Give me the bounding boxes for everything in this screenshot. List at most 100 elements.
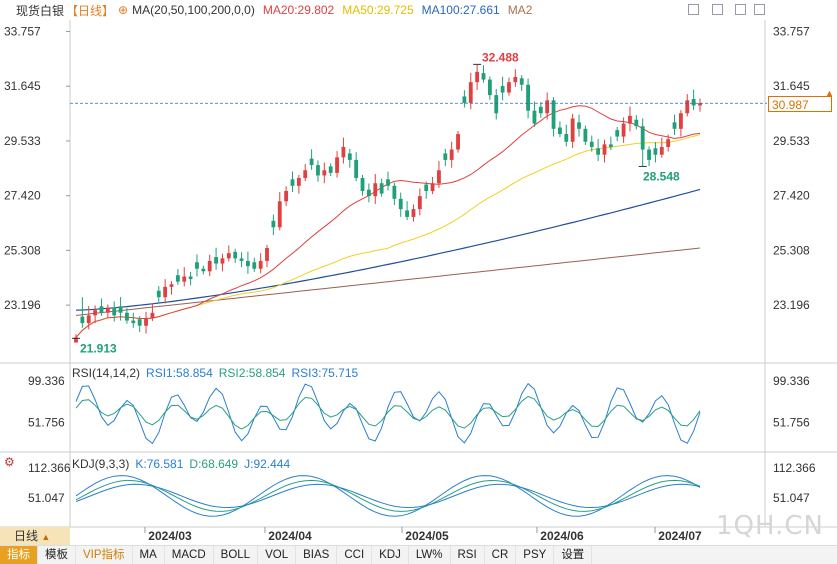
tab-8[interactable]: CCI — [337, 546, 373, 564]
tab-13[interactable]: PSY — [516, 546, 555, 564]
kdj-tick-right: 51.047 — [773, 491, 810, 505]
kdj-k-value: K:76.581 — [135, 457, 184, 471]
candle-body — [105, 307, 110, 313]
candle-body — [201, 268, 206, 272]
candle-body — [596, 148, 601, 155]
rsi-definition: RSI(14,14,2) — [72, 366, 141, 380]
price-tick-left: 29.533 — [4, 134, 41, 148]
candle-body — [373, 183, 378, 197]
candle-body — [226, 253, 231, 259]
rsi-tick-left: 51.756 — [28, 415, 65, 429]
candle-body — [685, 100, 690, 114]
candle-body — [551, 100, 556, 129]
kdj-tick-left: 112.366 — [28, 461, 71, 475]
candle-body — [233, 251, 238, 259]
candle-body — [424, 184, 429, 191]
ma100-value: MA100:27.661 — [421, 3, 500, 17]
ma50-value: MA50:29.725 — [342, 3, 414, 17]
add-icon[interactable]: ⊕ — [118, 3, 129, 17]
rsi-tick-left: 99.336 — [28, 374, 65, 388]
ma-definition: MA(20,50,100,200,0,0) — [132, 3, 255, 17]
tab-10[interactable]: LW% — [409, 546, 451, 564]
candle-body — [411, 209, 416, 217]
candle-body — [430, 183, 435, 191]
candle-body — [220, 258, 225, 264]
candle-body — [621, 123, 626, 137]
candle-body — [545, 100, 550, 114]
tab-9[interactable]: KDJ — [372, 546, 409, 564]
candle-body — [589, 141, 594, 147]
tab-14[interactable]: 设置 — [554, 546, 593, 564]
caret-up-icon: ▲ — [41, 532, 51, 542]
ma20-value: MA20:29.802 — [262, 3, 335, 17]
candle-body — [398, 198, 403, 210]
x-tick-label: 2024/07 — [658, 529, 702, 543]
tab-4[interactable]: MACD — [165, 546, 214, 564]
candle-body — [74, 337, 78, 343]
tab-11[interactable]: RSI — [451, 546, 485, 564]
rsi-tick-right: 99.336 — [773, 374, 810, 388]
candle-body — [628, 115, 632, 124]
candle-body — [360, 178, 365, 191]
zoom-in-icon[interactable] — [712, 4, 723, 15]
tab-12[interactable]: CR — [485, 546, 517, 564]
tab-1[interactable]: 模板 — [38, 546, 76, 564]
restore-icon[interactable] — [754, 4, 765, 15]
candle-body — [284, 191, 289, 202]
zoom-out-icon[interactable] — [735, 4, 746, 15]
candle-body — [672, 122, 677, 129]
rsi1-line — [75, 382, 701, 445]
tab-7[interactable]: BIAS — [296, 546, 338, 564]
candle-body — [316, 165, 320, 176]
candle-body — [93, 310, 98, 316]
candle-body — [214, 257, 218, 264]
candle-body — [698, 103, 702, 106]
candle-body — [258, 260, 263, 269]
candle-body — [290, 179, 295, 186]
candle-body — [137, 319, 142, 326]
tab-0[interactable]: 指标 — [0, 546, 38, 564]
local-low-annotation: 28.548 — [643, 169, 680, 183]
candle-body — [379, 183, 384, 194]
candle-body — [195, 262, 199, 269]
candle-body — [462, 96, 467, 103]
period-button[interactable]: 日线 ▲ — [0, 527, 70, 545]
tab-6[interactable]: VOL — [258, 546, 297, 564]
layout-icon[interactable] — [688, 4, 699, 15]
indicator-tabs: 指标 模板 VIP指标 MA MACD BOLL VOL BIAS CCI KDJ LW% RSI CR… — [0, 545, 837, 564]
last-price-tag: 30.987 — [768, 96, 832, 112]
candle-body — [118, 306, 123, 313]
scroll-up-icon[interactable]: ▲ — [825, 88, 834, 98]
candle-body — [239, 258, 244, 261]
candle-body — [526, 84, 530, 111]
tab-5[interactable]: BOLL — [214, 546, 259, 564]
candle-body — [328, 166, 333, 173]
rsi-header: RSI(14,14,2) RSI1:58.854 RSI2:58.854 RSI… — [72, 366, 364, 380]
period-button-label: 日线 — [14, 529, 39, 543]
candle-body — [309, 158, 314, 166]
price-tick-right: 29.533 — [773, 134, 810, 148]
candle-body — [570, 118, 575, 142]
candle-body — [507, 82, 511, 93]
candle-body — [169, 284, 174, 287]
candle-body — [252, 262, 257, 269]
candle-body — [691, 99, 696, 106]
candle-body — [456, 134, 460, 150]
candle-body — [647, 149, 651, 160]
settings-icon[interactable]: ⚙ — [4, 455, 15, 469]
kdj-k-line — [75, 479, 701, 512]
candle-body — [500, 86, 505, 93]
candle-body — [405, 210, 410, 217]
tab-3[interactable]: MA — [133, 546, 165, 564]
kdj-d-value: D:68.649 — [189, 457, 239, 471]
candle-body — [296, 178, 301, 186]
tab-2[interactable]: VIP指标 — [76, 546, 133, 564]
candle-body — [666, 139, 671, 147]
candle-body — [341, 146, 346, 158]
candle-body — [277, 201, 282, 228]
price-tick-left: 33.757 — [4, 24, 41, 38]
candle-body — [532, 110, 537, 124]
candle-body — [271, 220, 276, 228]
candle-body — [322, 170, 327, 176]
chart-header: 现货白银 【日线】 ⊕ MA(20,50,100,200,0,0) MA20:2… — [0, 0, 837, 20]
